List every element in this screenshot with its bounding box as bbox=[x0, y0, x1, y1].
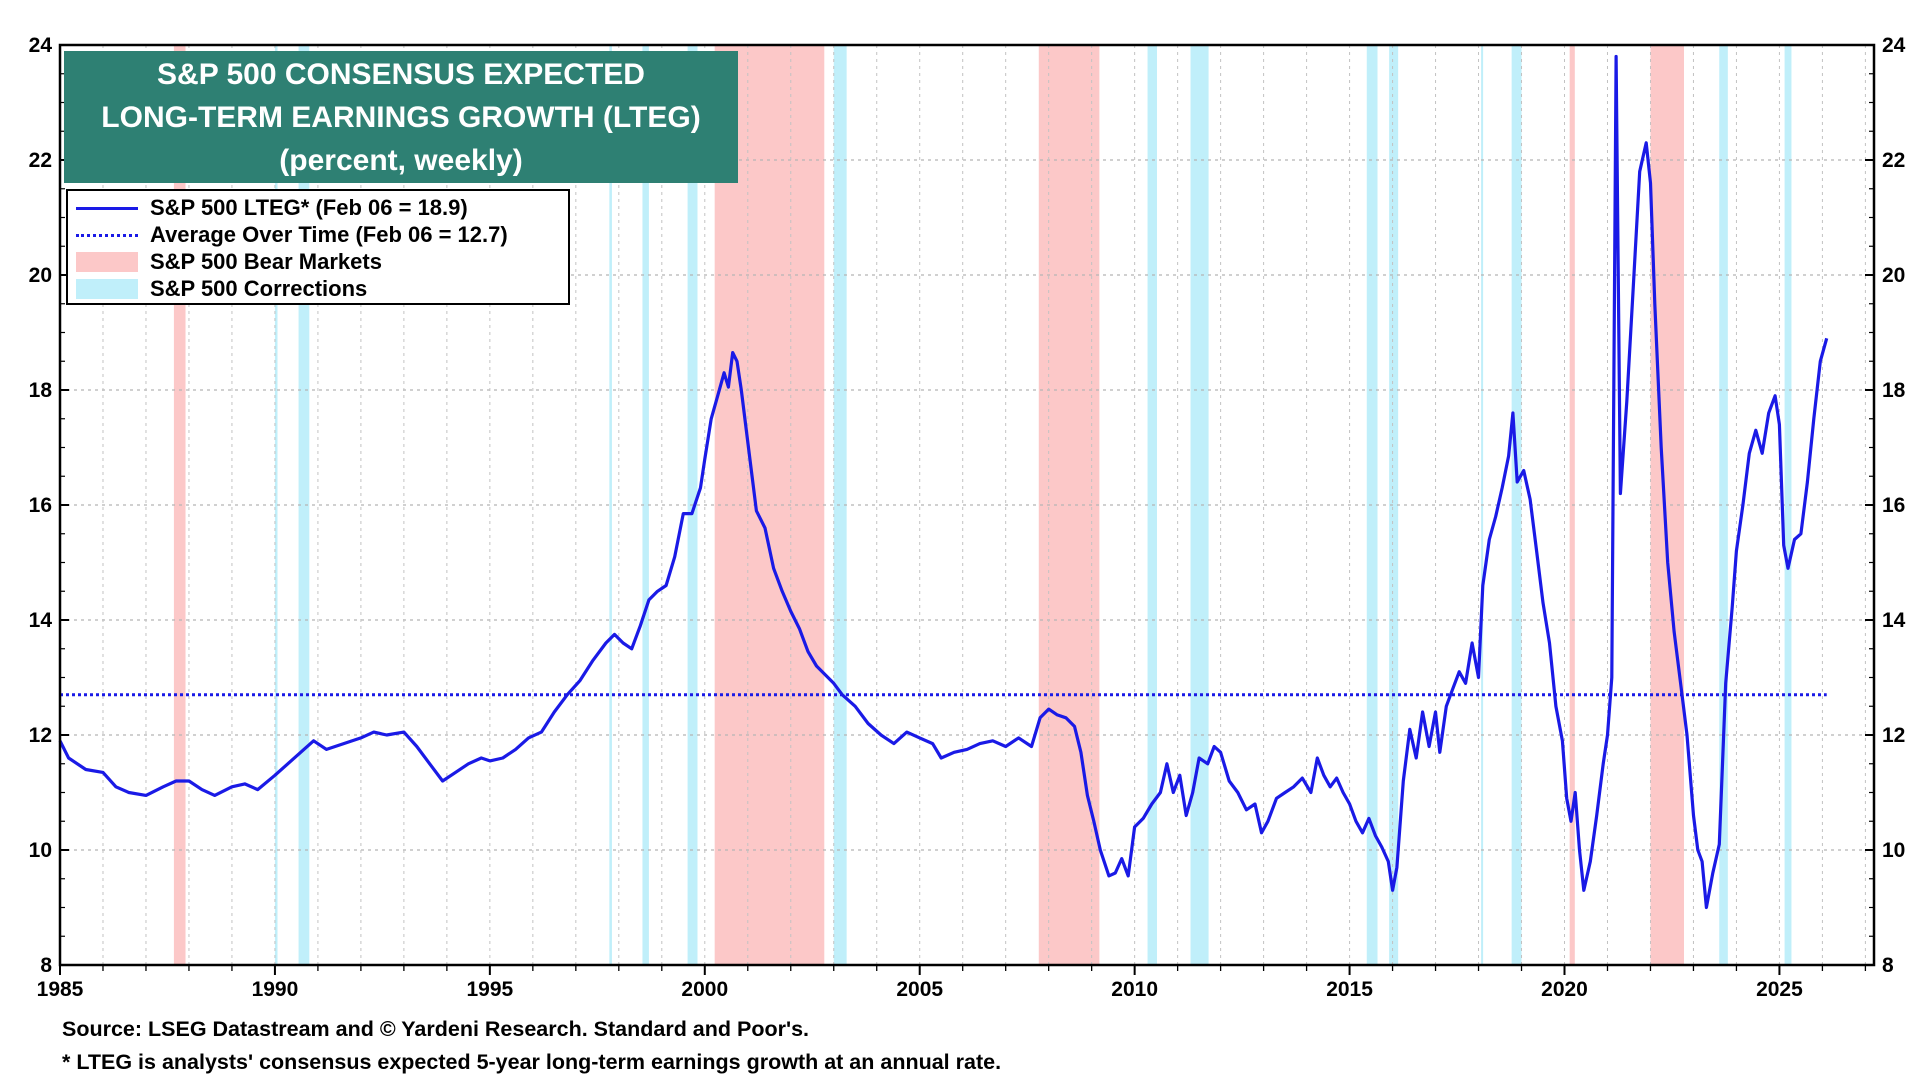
shading-layer bbox=[173, 45, 1792, 965]
correction-band-1 bbox=[298, 45, 310, 965]
ytick-label-left-8: 8 bbox=[40, 954, 52, 977]
source-footnote: Source: LSEG Datastream and © Yardeni Re… bbox=[62, 1017, 810, 1041]
xtick-label-2025: 2025 bbox=[1756, 978, 1803, 1001]
chart-title-line2: LONG-TERM EARNINGS GROWTH (LTEG) bbox=[101, 100, 701, 134]
xtick-label-1995: 1995 bbox=[466, 978, 513, 1001]
ytick-label-right-12: 12 bbox=[1882, 724, 1905, 747]
correction-band-0 bbox=[274, 45, 278, 965]
ytick-label-left-16: 16 bbox=[29, 494, 52, 517]
correction-band-5 bbox=[833, 45, 847, 965]
ytick-label-right-18: 18 bbox=[1882, 379, 1906, 402]
xtick-label-2020: 2020 bbox=[1541, 978, 1588, 1001]
xtick-label-2010: 2010 bbox=[1111, 978, 1158, 1001]
ytick-label-left-14: 14 bbox=[29, 609, 53, 632]
grid-layer bbox=[60, 45, 1874, 965]
ytick-label-left-20: 20 bbox=[29, 264, 52, 287]
ytick-label-left-24: 24 bbox=[29, 34, 53, 57]
xtick-label-2000: 2000 bbox=[681, 978, 728, 1001]
ytick-label-left-22: 22 bbox=[29, 149, 52, 172]
lteg-footnote: * LTEG is analysts' consensus expected 5… bbox=[62, 1050, 1002, 1074]
correction-band-8 bbox=[1366, 45, 1378, 965]
legend-item-series: S&P 500 LTEG* (Feb 06 = 18.9) bbox=[76, 194, 560, 221]
correction-band-12 bbox=[1719, 45, 1728, 965]
legend-item-corrections: S&P 500 Corrections bbox=[76, 275, 560, 302]
ytick-label-right-24: 24 bbox=[1882, 34, 1906, 57]
ytick-label-left-18: 18 bbox=[29, 379, 53, 402]
legend-swatch-series bbox=[76, 197, 138, 219]
ytick-label-right-8: 8 bbox=[1882, 954, 1894, 977]
ytick-label-right-16: 16 bbox=[1882, 494, 1905, 517]
legend: S&P 500 LTEG* (Feb 06 = 18.9) Average Ov… bbox=[66, 189, 570, 305]
legend-swatch-average bbox=[76, 224, 138, 246]
legend-label-bear: S&P 500 Bear Markets bbox=[150, 248, 382, 274]
correction-band-13 bbox=[1784, 45, 1792, 965]
series-layer bbox=[58, 54, 1829, 910]
ytick-label-left-12: 12 bbox=[29, 724, 52, 747]
ytick-label-left-10: 10 bbox=[29, 839, 52, 862]
ytick-label-right-20: 20 bbox=[1882, 264, 1905, 287]
correction-band-2 bbox=[609, 45, 612, 965]
xtick-label-2005: 2005 bbox=[896, 978, 943, 1001]
chart-title: S&P 500 CONSENSUS EXPECTED bbox=[157, 57, 645, 91]
lteg-series-line bbox=[58, 54, 1829, 910]
ytick-label-right-10: 10 bbox=[1882, 839, 1905, 862]
correction-band-9 bbox=[1389, 45, 1399, 965]
ytick-label-right-14: 14 bbox=[1882, 609, 1906, 632]
xtick-label-2015: 2015 bbox=[1326, 978, 1373, 1001]
chart-title-box: S&P 500 CONSENSUS EXPECTED LONG-TERM EAR… bbox=[64, 51, 738, 183]
chart-subtitle: (percent, weekly) bbox=[279, 143, 523, 177]
legend-swatch-bear bbox=[76, 251, 138, 272]
ytick-label-right-22: 22 bbox=[1882, 149, 1905, 172]
legend-label-corrections: S&P 500 Corrections bbox=[150, 275, 368, 301]
legend-swatch-corrections bbox=[76, 278, 138, 299]
xtick-label-1985: 1985 bbox=[37, 978, 84, 1001]
legend-item-bear: S&P 500 Bear Markets bbox=[76, 248, 560, 275]
legend-label-series: S&P 500 LTEG* (Feb 06 = 18.9) bbox=[150, 194, 468, 220]
correction-band-7 bbox=[1190, 45, 1209, 965]
xtick-label-1990: 1990 bbox=[252, 978, 299, 1001]
legend-label-average: Average Over Time (Feb 06 = 12.7) bbox=[150, 221, 508, 247]
correction-band-3 bbox=[642, 45, 649, 965]
legend-item-average: Average Over Time (Feb 06 = 12.7) bbox=[76, 221, 560, 248]
